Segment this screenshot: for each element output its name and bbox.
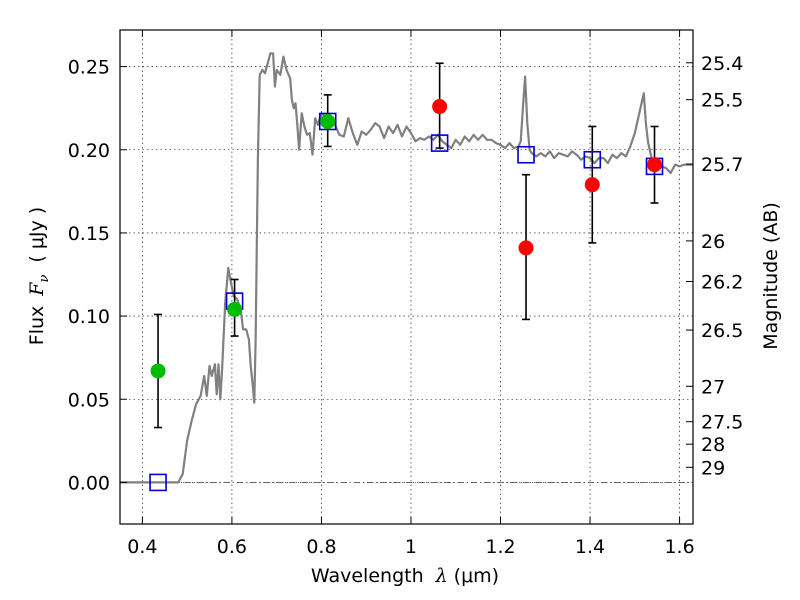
error-bars xyxy=(154,62,659,429)
x-tick-label: 1.4 xyxy=(575,536,605,558)
y-tick-label: 0.20 xyxy=(68,140,110,162)
data-markers xyxy=(149,99,664,492)
observed-photometry-point xyxy=(647,157,663,173)
y2-tick-label: 25.7 xyxy=(701,154,743,176)
y-tick-label: 0.00 xyxy=(68,472,110,494)
grid xyxy=(120,30,693,524)
x-tick-label: 1 xyxy=(405,536,417,558)
model-photometry-square xyxy=(318,112,337,131)
observed-photometry-point xyxy=(227,301,243,317)
x-axis-label: Wavelength λ (μm) xyxy=(311,565,499,587)
plot-frame xyxy=(119,29,694,525)
y2-tick-label: 28 xyxy=(701,434,725,456)
x-tick-label: 0.4 xyxy=(127,536,157,558)
y2-tick-label: 29 xyxy=(701,457,725,479)
x-tick-label: 1.2 xyxy=(485,536,515,558)
y-tick-label: 0.25 xyxy=(68,57,110,79)
observed-photometry-point xyxy=(320,113,336,129)
observed-photometry-point xyxy=(518,240,534,256)
x-tick-label: 1.6 xyxy=(664,536,694,558)
x-tick-label: 0.8 xyxy=(306,536,336,558)
observed-photometry-point xyxy=(150,363,166,379)
y2-axis-label: Magnitude (AB) xyxy=(760,202,782,350)
y2-tick-label: 26 xyxy=(701,231,725,253)
y2-tick-label: 25.5 xyxy=(701,90,743,112)
y-tick-label: 0.10 xyxy=(68,306,110,328)
model-spectrum-line xyxy=(120,52,693,484)
y2-tick-label: 26.5 xyxy=(701,320,743,342)
y2-tick-label: 25.4 xyxy=(701,53,743,75)
model-photometry-square xyxy=(517,145,535,164)
y2-tick-label: 26.2 xyxy=(701,271,743,293)
observed-photometry-point xyxy=(432,99,448,115)
y-tick-label: 0.15 xyxy=(68,223,110,245)
model-spectrum xyxy=(120,52,693,484)
model-photometry-square xyxy=(149,473,167,492)
model-photometry-square xyxy=(583,150,602,169)
observed-photometry-point xyxy=(584,177,600,193)
model-photometry-square xyxy=(430,134,449,152)
y2-tick-label: 27.5 xyxy=(701,412,743,434)
y-axis-label: FluxFν( μJy ) xyxy=(26,207,52,345)
axis-ticks: 0.4 0.6 0.8 1 1.2 1.4 1.6 0.00 0.05 0.10 0.15 0.20 0… xyxy=(68,30,743,558)
y-tick-label: 0.05 xyxy=(68,389,110,411)
y2-tick-label: 27 xyxy=(701,376,725,398)
x-tick-label: 0.6 xyxy=(217,536,247,558)
